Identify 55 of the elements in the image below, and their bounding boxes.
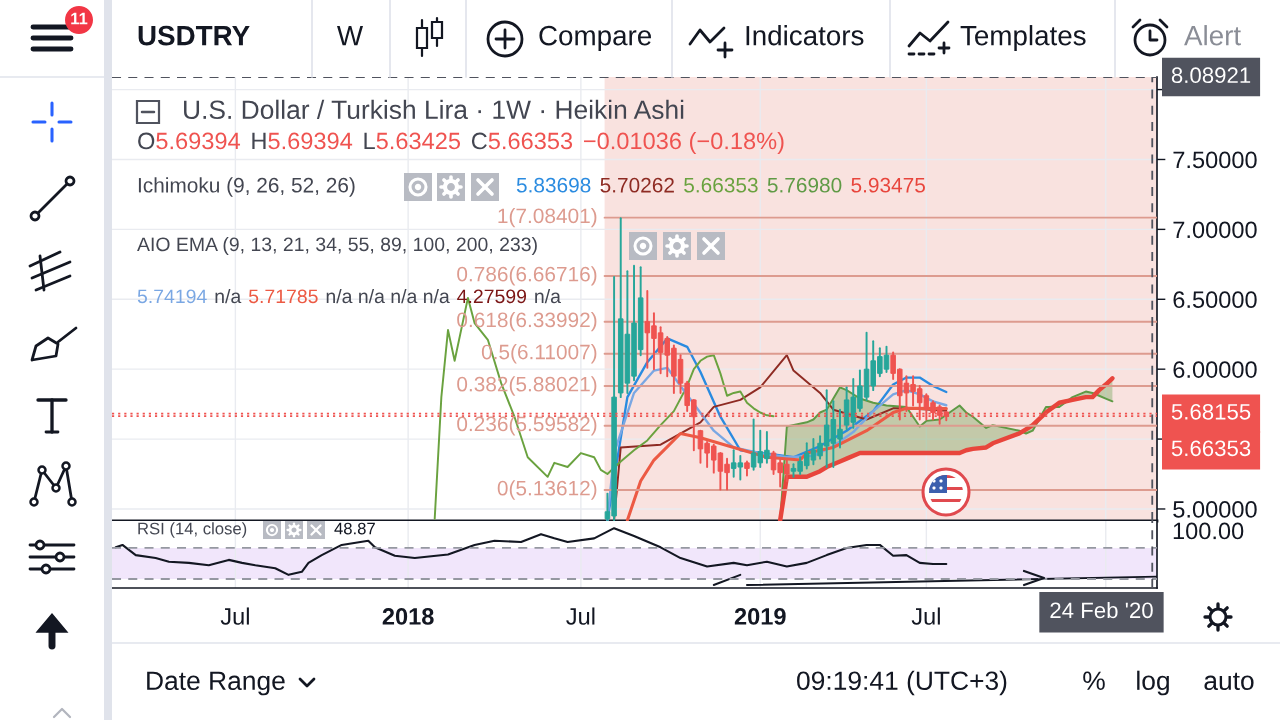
y-tick-label: 6.00000: [1173, 361, 1257, 378]
annotation: O: [138, 132, 155, 150]
text: auto: [1204, 672, 1254, 691]
text: Indicators: [746, 25, 864, 46]
annotation: L: [364, 132, 375, 150]
text: 09:19:41 (UTC+3): [797, 670, 1007, 696]
annotation: −0.01036 (−0.18%): [584, 132, 784, 154]
annotation: 4.27599: [457, 289, 527, 304]
chart-title: RSI (14, close): [138, 522, 247, 538]
text: %: [1083, 671, 1105, 690]
text: Alert: [1184, 25, 1241, 46]
series-label: 0(5.13612): [497, 480, 597, 500]
text: U.S. Dollar / Turkish Lira · 1W · Heikin Ashi: [184, 99, 684, 120]
annotation: 5.63425: [376, 132, 461, 150]
x-tick-label: Jul: [566, 607, 595, 625]
annotation: 48.87: [334, 522, 375, 535]
annotation: n/a: [215, 288, 242, 304]
annotation: 5.71785: [248, 289, 318, 304]
y-tick-label: 7.00000: [1173, 221, 1257, 239]
text: USDTRY: [138, 25, 250, 46]
ref-line-label: 24 Feb '20: [1050, 601, 1153, 619]
text: W: [337, 26, 364, 46]
text: 100.00: [1173, 522, 1244, 540]
legend-label: 5.66353: [1171, 440, 1251, 457]
x-tick-label: Jul: [220, 607, 249, 625]
ref-line-label: 8.08921: [1171, 67, 1251, 84]
annotation: AIO EMA (9, 13, 21, 34, 55, 89, 100, 200, 233): [137, 236, 537, 256]
annotation: n/a n/a n/a n/a: [326, 288, 450, 304]
annotation: C: [471, 132, 487, 150]
series-label: 1(7.08401): [498, 207, 597, 228]
annotation: Ichimoku (9, 26, 52, 26): [138, 177, 355, 197]
y-tick-label: 6.50000: [1173, 291, 1257, 309]
text: Date Range: [147, 671, 285, 696]
x-tick-label: 2018: [382, 608, 434, 625]
series-label: 0.786(6.66716): [457, 266, 597, 286]
ref-line-label: 5.68155: [1171, 403, 1251, 420]
annotation: 5.66353: [488, 132, 573, 150]
annotation: 5.66353: [684, 177, 758, 193]
annotation: 5.93475: [851, 177, 925, 193]
annotation: 5.74194: [137, 289, 207, 304]
annotation: 5.69394: [268, 132, 353, 150]
x-tick-label: Jul: [911, 607, 940, 625]
annotation: 5.69394: [156, 132, 241, 150]
text: Templates: [960, 25, 1086, 51]
y-tick-label: 7.50000: [1173, 151, 1257, 169]
text: log: [1137, 670, 1169, 696]
text: Compare: [539, 25, 652, 51]
annotation: 5.76980: [767, 177, 842, 193]
x-tick-label: 2019: [734, 608, 786, 625]
annotation: 5.83698: [516, 177, 591, 193]
annotation: H: [252, 132, 266, 150]
annotation: 5.70262: [600, 177, 674, 193]
annotation: n/a: [535, 288, 561, 304]
text: 11: [71, 12, 88, 25]
y-tick-label: 5.00000: [1173, 501, 1257, 518]
